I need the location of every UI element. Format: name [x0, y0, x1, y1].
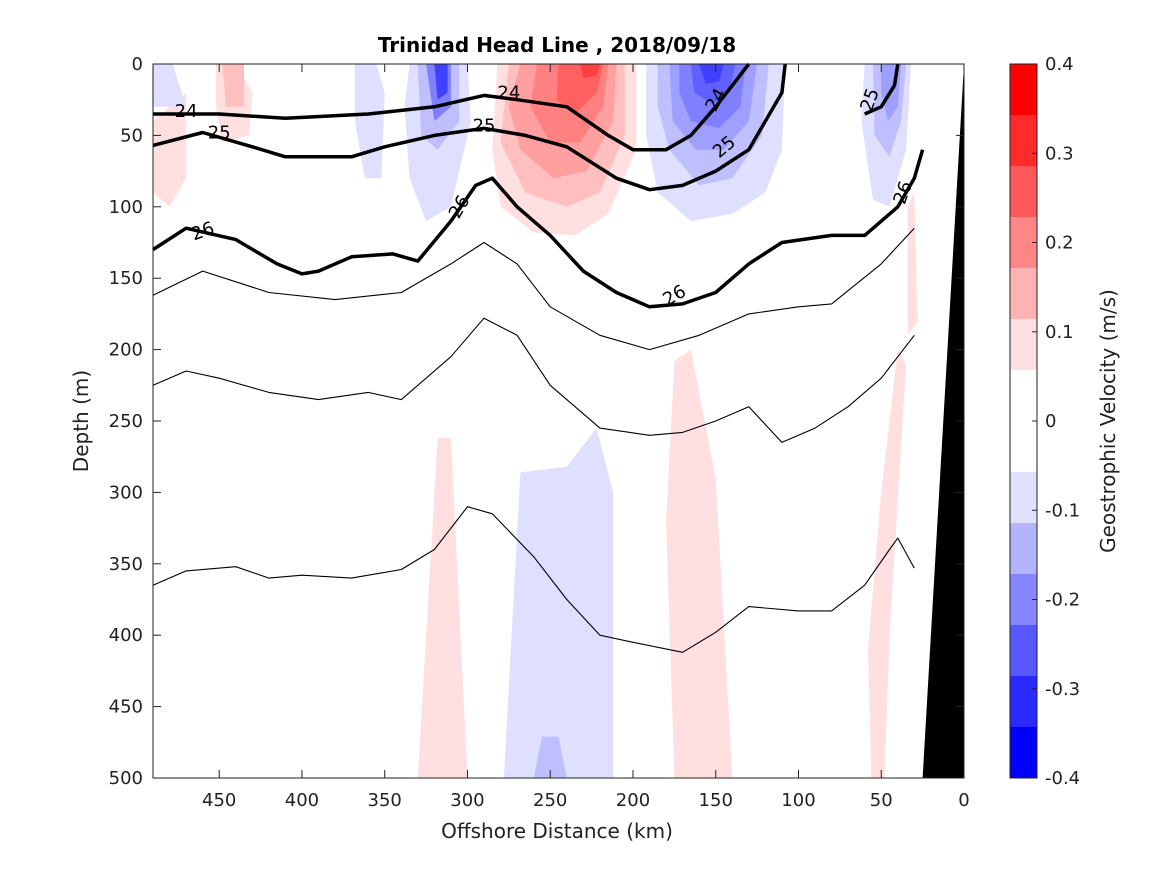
y-tick-label: 100: [109, 197, 143, 218]
velocity-patch: [666, 349, 733, 778]
colorbar-segment: [1010, 421, 1037, 473]
colorbar-title: Geostrophic Velocity (m/s): [1096, 289, 1120, 553]
y-tick-label: 500: [109, 768, 143, 789]
velocity-patch: [699, 64, 724, 84]
colorbar-tick-label: 0: [1045, 411, 1056, 432]
velocity-patch: [153, 92, 187, 207]
x-tick-label: 250: [533, 790, 567, 811]
colorbar-segment: [1010, 319, 1037, 371]
x-tick-label: 300: [450, 790, 484, 811]
colorbar-tick-label: -0.2: [1045, 590, 1080, 611]
isopycnal-bold: [864, 63, 900, 116]
isopycnal-bold: [152, 63, 787, 192]
chart-title: Trinidad Head Line , 2018/09/18: [378, 33, 736, 57]
y-axis: 0 50 100 150 200 250 300 350 400 450 500: [109, 54, 964, 789]
colorbar-tick-label: -0.4: [1045, 768, 1080, 789]
x-tick-label: 100: [781, 790, 815, 811]
coast-bathymetry: [922, 64, 964, 778]
x-tick-label: 50: [870, 790, 893, 811]
y-tick-label: 450: [109, 697, 143, 718]
colorbar-segment: [1010, 115, 1037, 167]
colorbar: 0.4 0.3 0.2 0.1 0 -0.1 -0.2 -0.3 -0.4: [1009, 54, 1080, 789]
y-tick-label: 200: [109, 340, 143, 361]
y-tick-label: 350: [109, 554, 143, 575]
isopycnal-bold: [153, 62, 751, 152]
colorbar-segment: [1010, 370, 1037, 422]
velocity-patch: [222, 64, 244, 107]
y-tick-label: 300: [109, 482, 143, 503]
velocity-patch: [503, 428, 614, 778]
y-tick-label: 150: [109, 268, 143, 289]
colorbar-segment: [1010, 472, 1037, 524]
x-tick-label: 150: [699, 790, 733, 811]
x-tick-label: 200: [616, 790, 650, 811]
y-tick-label: 0: [132, 54, 143, 75]
x-axis: 450 400 350 300 250 200 150 100 50 0: [202, 64, 970, 811]
colorbar-tick-label: -0.1: [1045, 500, 1080, 521]
y-axis-title: Depth (m): [69, 370, 93, 472]
y-tick-label: 250: [109, 411, 143, 432]
x-tick-label: 400: [285, 790, 319, 811]
velocity-patch: [868, 349, 907, 778]
velocity-patch: [556, 64, 604, 114]
isopycnal-thin: [152, 506, 915, 653]
isopycnal-bold: [152, 149, 925, 309]
colorbar-segment: [1010, 676, 1037, 728]
x-tick-label: 0: [958, 790, 969, 811]
y-tick-label: 50: [120, 125, 143, 146]
colorbar-tick-label: 0.1: [1045, 322, 1074, 343]
y-tick-label: 400: [109, 625, 143, 646]
contour-label: 24: [175, 101, 198, 122]
colorbar-segment: [1010, 523, 1037, 575]
x-tick-label: 350: [368, 790, 402, 811]
contour-label: 24: [497, 83, 520, 104]
x-tick-label: 450: [202, 790, 236, 811]
velocity-patch: [434, 64, 448, 100]
colorbar-segment: [1010, 64, 1037, 116]
isopycnal-thin: [152, 227, 915, 351]
x-axis-title: Offshore Distance (km): [441, 819, 673, 843]
velocity-patch: [580, 64, 600, 79]
colorbar-tick-label: 0.4: [1045, 54, 1074, 75]
isopycnal-thin: [152, 317, 915, 443]
velocity-patch: [417, 438, 468, 778]
velocity-patch: [153, 64, 187, 107]
colorbar-tick-label: 0.3: [1045, 143, 1074, 164]
velocity-patch: [354, 64, 385, 179]
contour-label: 25: [473, 115, 496, 136]
velocity-patch: [533, 736, 567, 778]
contour-label: 25: [208, 123, 231, 144]
coastline-wedge: [922, 64, 964, 778]
colorbar-segment: [1010, 727, 1037, 779]
velocity-field: [153, 64, 918, 778]
colorbar-segment: [1010, 625, 1037, 677]
colorbar-tick-label: 0.2: [1045, 233, 1074, 254]
colorbar-tick-label: -0.3: [1045, 679, 1080, 700]
colorbar-segment: [1010, 268, 1037, 320]
colorbar-segment: [1010, 166, 1037, 218]
velocity-patch: [907, 192, 918, 336]
